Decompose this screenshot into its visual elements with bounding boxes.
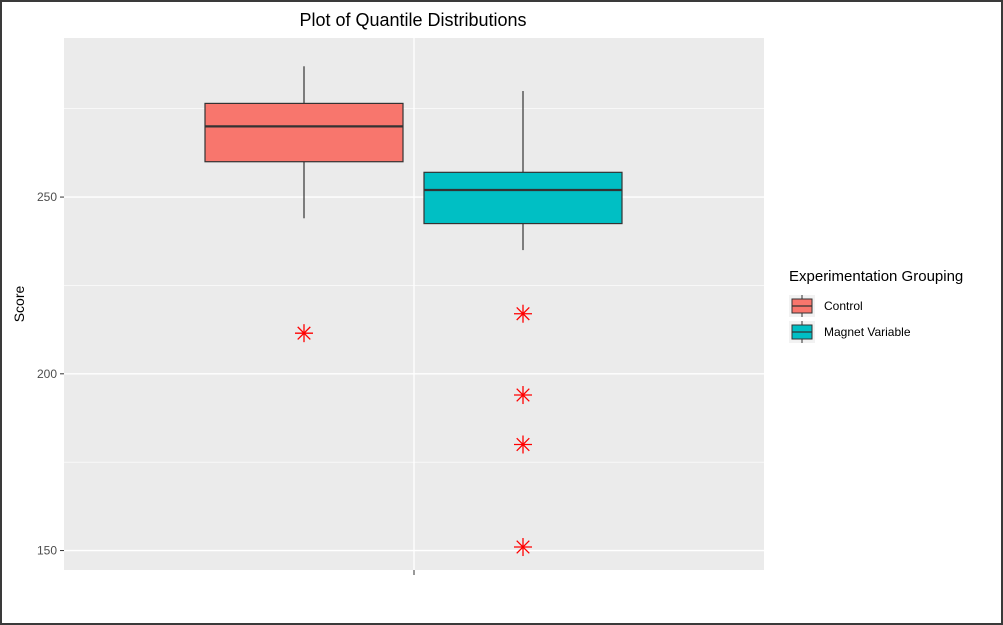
y-axis: 150 200 250	[37, 190, 64, 558]
legend-label: Control	[824, 299, 863, 313]
legend-key-magnet-variable	[789, 321, 815, 343]
y-tick-label: 200	[37, 367, 57, 381]
legend: Experimentation Grouping Control Magnet V…	[789, 268, 963, 343]
outlier-point	[514, 304, 532, 323]
legend-key-control	[789, 295, 815, 317]
outliers-group	[295, 304, 532, 557]
chart-title: Plot of Quantile Distributions	[299, 10, 526, 30]
box-control	[204, 102, 404, 163]
grid-lines	[64, 38, 764, 570]
outlier-point	[514, 435, 532, 454]
outlier-point	[514, 538, 532, 557]
legend-title: Experimentation Grouping	[789, 268, 963, 285]
y-tick-label: 250	[37, 190, 57, 204]
outlier-point	[514, 386, 532, 405]
boxes-group	[204, 66, 623, 251]
outlier-stroke	[516, 306, 530, 321]
outlier-stroke	[516, 388, 530, 402]
outlier-stroke	[516, 437, 530, 452]
outlier-point	[295, 324, 313, 343]
y-axis-title: Score	[11, 286, 27, 323]
y-tick-label: 150	[37, 544, 57, 558]
outlier-stroke	[516, 540, 530, 554]
box-magnet-variable	[423, 171, 623, 225]
outlier-stroke	[297, 326, 311, 340]
legend-label: Magnet Variable	[824, 325, 911, 339]
